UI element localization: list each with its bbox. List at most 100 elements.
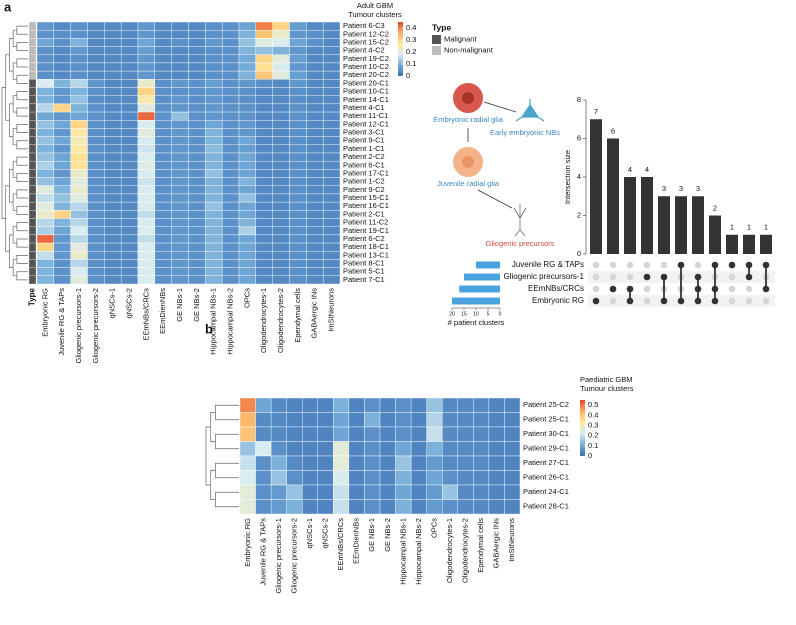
heatmap-cell [238,120,257,129]
heatmap-cell [36,267,55,277]
heatmap-cell [221,259,240,268]
heatmap-cell [171,226,189,236]
heatmap-cell [322,128,341,137]
column-label: EEmDienNBs [352,518,361,564]
bar [590,119,602,254]
heatmap-cell [289,62,307,72]
dendrogram [16,238,28,248]
heatmap-cell [154,218,172,227]
heatmap-cell [53,46,71,55]
heatmap-cell [137,62,156,72]
heatmap-cell [306,201,324,211]
heatmap-cell [272,193,290,203]
heatmap-cell [120,193,139,203]
heatmap-cell [188,218,206,227]
row-label: Patient 18-C1 [343,242,389,251]
heatmap-cell [70,136,88,146]
heatmap-cell [104,54,122,64]
heatmap-cell [221,234,240,244]
heatmap-cell [272,54,290,64]
heatmap-cell [238,267,257,277]
row-label: Patient 26-C1 [523,473,569,482]
heatmap-cell [255,95,273,105]
heatmap-cell [238,275,257,285]
heatmap-cell [171,201,189,211]
heatmap-cell [255,21,273,31]
heatmap-cell [87,54,105,64]
heatmap-cell [255,455,272,471]
heatmap-cell [302,441,318,457]
heatmap-cell [317,470,334,486]
heatmap-cell [322,259,341,268]
heatmap-cell [36,234,55,244]
heatmap-cell [379,484,396,500]
row-label: Patient 16-C1 [343,201,389,210]
row-label: Patient 19-C1 [343,226,389,235]
type-annotation [28,120,37,129]
heatmap-cell [221,111,240,121]
heatmap-cell [70,234,88,244]
annotation-legend-title: Type [432,22,451,32]
heatmap-cell [137,79,156,88]
heatmap-cell [104,218,122,227]
heatmap-cell [171,152,189,162]
cell-label: Embryonic radial glia [433,115,503,124]
heatmap-cell [171,259,189,268]
heatmap-cell [120,29,139,39]
heatmap-cell [137,70,156,80]
legend-swatch [432,35,441,44]
type-annotation [28,259,37,268]
heatmap-cell [238,62,257,72]
heatmap-cell [154,193,172,203]
heatmap-cell [306,169,324,178]
heatmap-cell [317,455,334,471]
heatmap-cell [442,397,458,413]
heatmap-cell [238,103,257,113]
heatmap-cell [272,267,290,277]
matrix-dot [745,285,753,293]
heatmap-cell [322,70,341,80]
heatmap-cell [36,242,55,252]
row-label: Patient 27-C1 [523,458,569,467]
heatmap-cell [70,95,88,105]
heatmap-cell [53,210,71,219]
heatmap-cell [36,251,55,260]
type-annotation [28,193,37,203]
heatmap-cell [239,499,256,515]
heatmap-cell [104,136,122,146]
heatmap-cell [188,46,206,55]
dendrogram [16,205,28,215]
heatmap-cell [188,111,206,121]
heatmap-cell [272,136,290,146]
heatmap-cell [302,470,318,486]
heatmap-cell [221,169,240,178]
dendrogram [16,58,28,68]
heatmap-cell [87,103,105,113]
heatmap-cell [270,484,287,500]
heatmap-cell [137,259,156,268]
heatmap-cell [302,412,318,428]
dendrogram [16,156,28,166]
set-label: Juvenile RG & TAPs [512,260,584,269]
heatmap-cell [272,185,290,195]
type-annotation [28,95,37,105]
bar [709,215,721,254]
legend-swatch [432,46,441,55]
heatmap-cell [53,111,71,121]
column-label: qNSCs-2 [125,288,134,318]
heatmap-cell [53,136,71,146]
heatmap-cell [348,397,365,413]
heatmap-cell [442,426,458,442]
matrix-dot [694,261,702,269]
heatmap-cell [395,426,412,442]
heatmap-cell [104,46,122,55]
heatmap-cell [205,111,223,121]
heatmap-cell [36,128,55,137]
heatmap-cell [255,259,273,268]
heatmap-cell [171,267,189,277]
heatmap-cell [154,160,172,170]
heatmap-cell [289,185,307,195]
heatmap-cell [188,267,206,277]
heatmap-cell [238,46,257,55]
heatmap-cell [53,120,71,129]
